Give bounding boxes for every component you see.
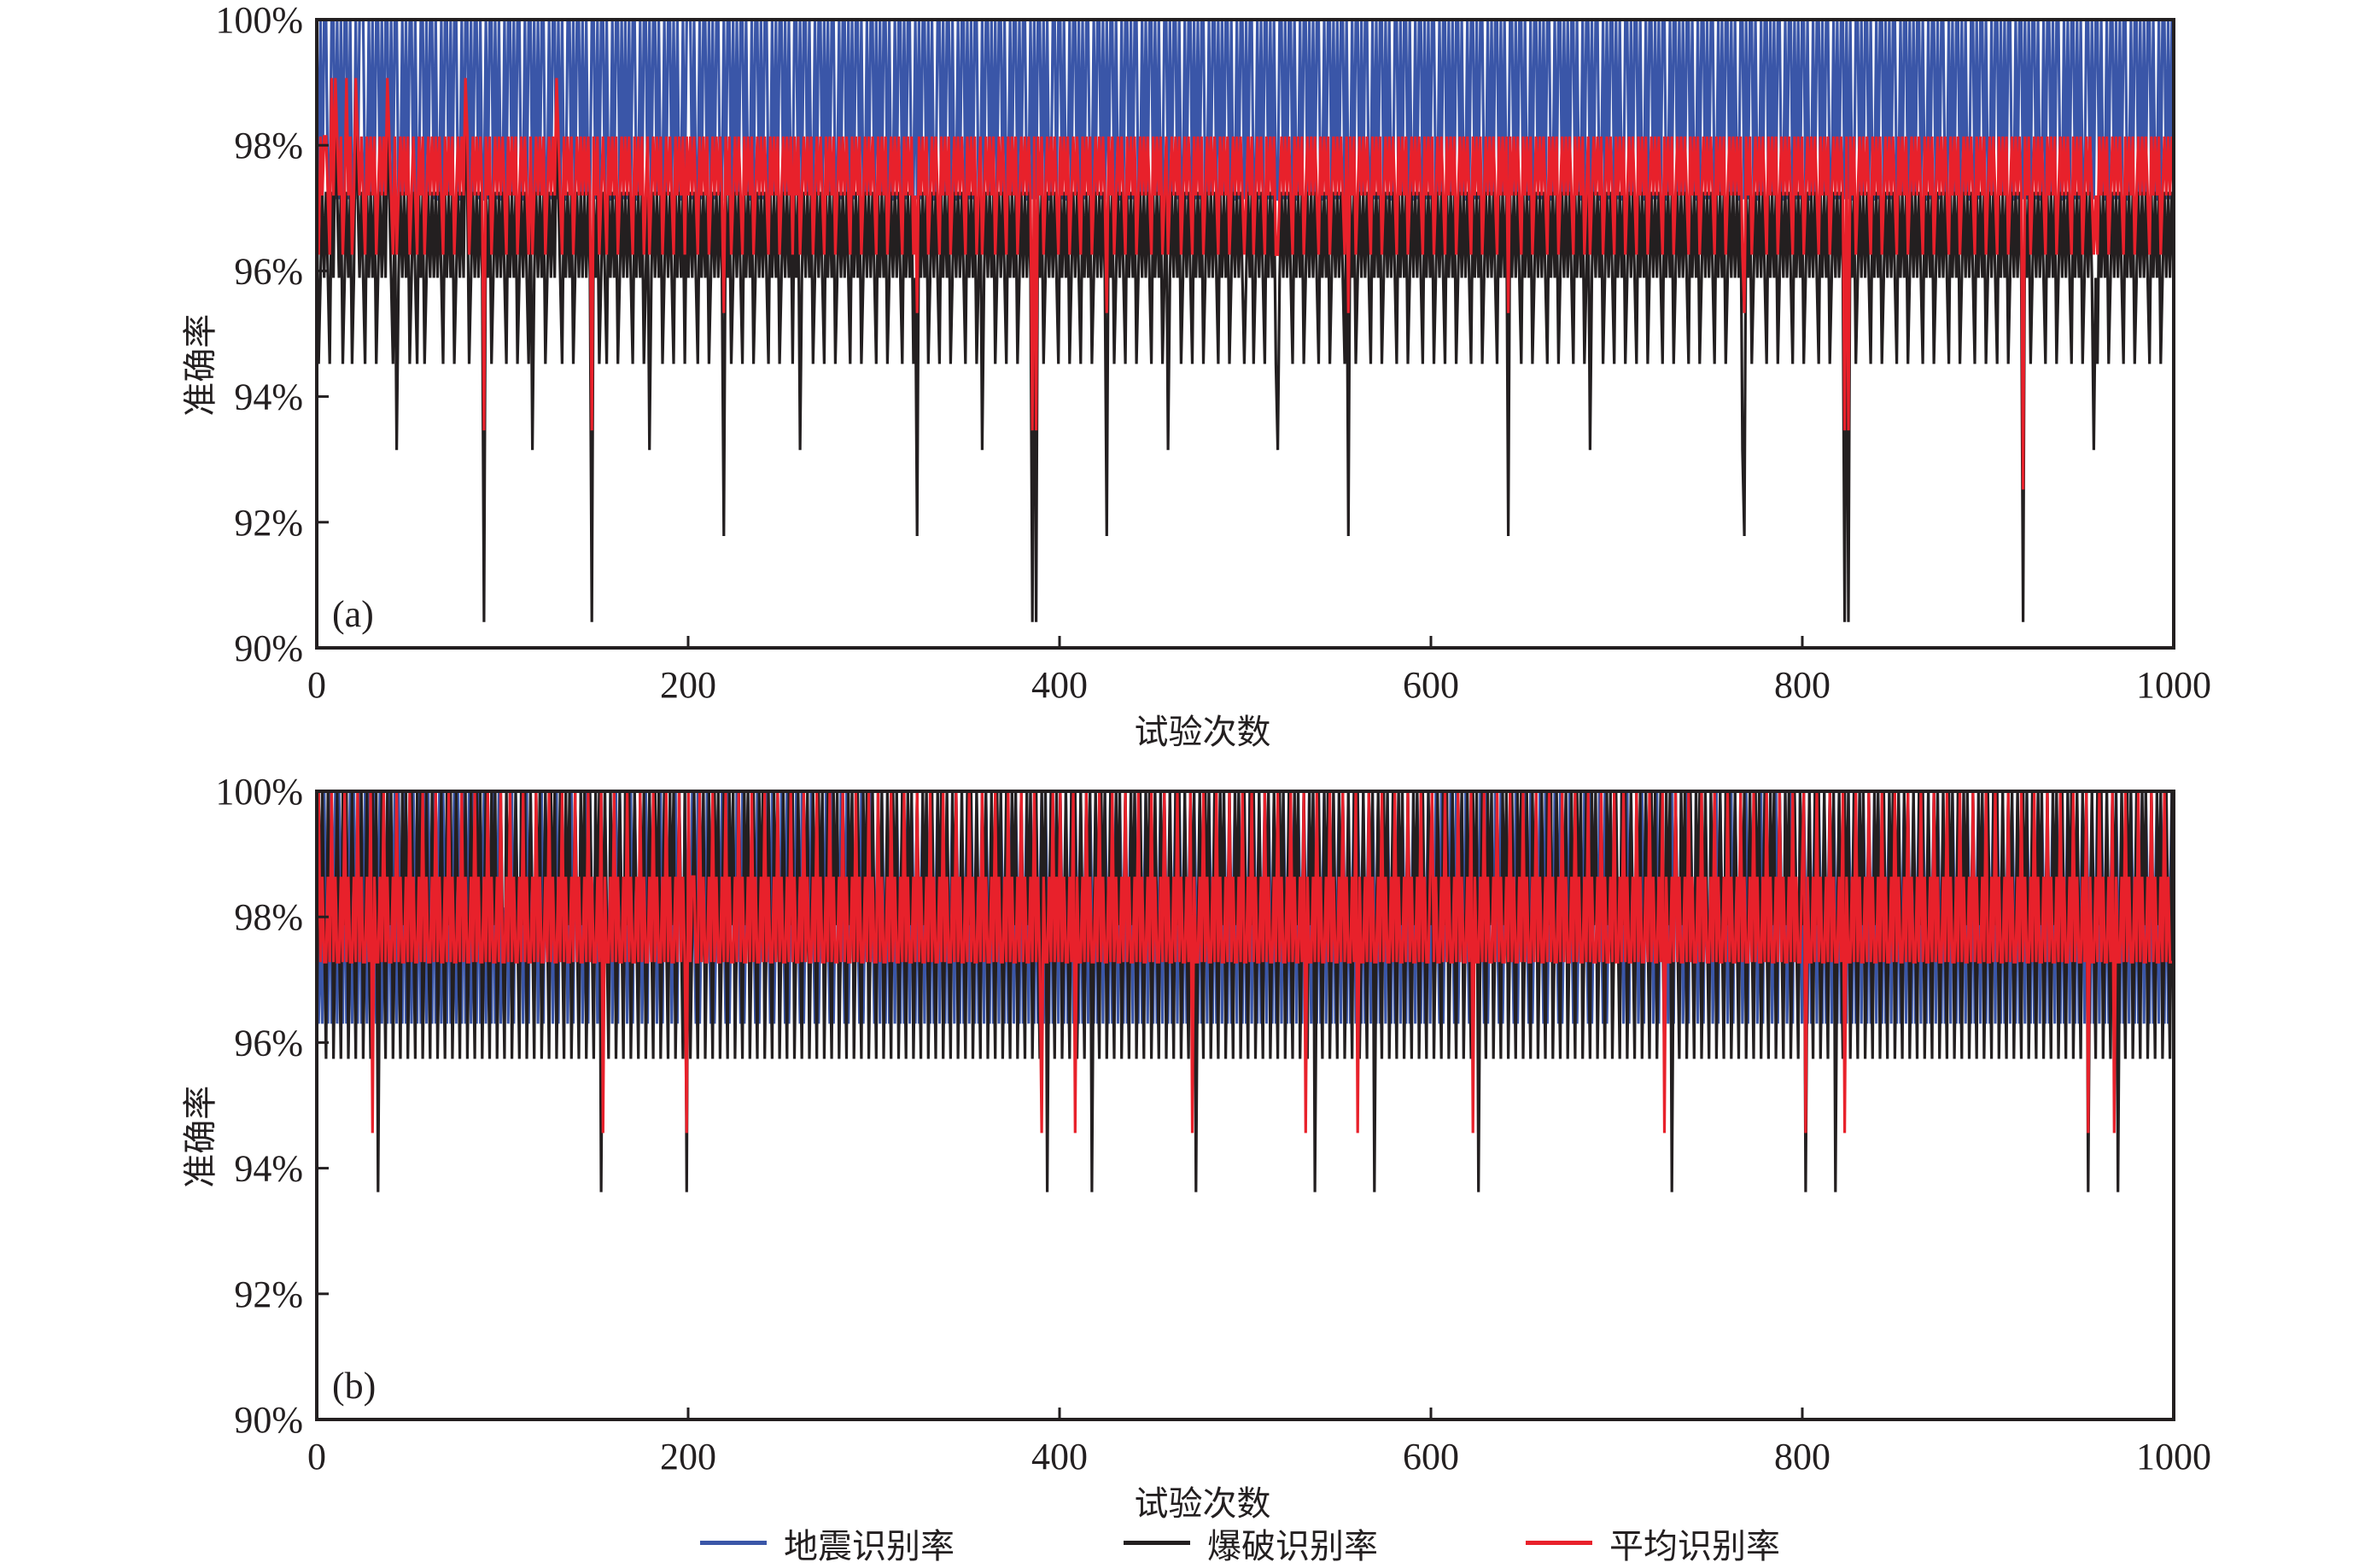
panel-a-series-group xyxy=(315,18,2175,622)
panel-b-y-tick-label: 100% xyxy=(215,771,303,813)
panel-b-x-tick-label: 1000 xyxy=(2136,1436,2211,1478)
panel-b-plot-frame xyxy=(315,790,2175,1421)
legend-item-explosion: 爆破识别率 xyxy=(1124,1521,1378,1566)
panel-a-y-tick-label: 96% xyxy=(234,250,303,292)
panel-a-y-tick-label: 92% xyxy=(234,502,303,544)
legend-swatch-earthquake xyxy=(700,1541,767,1545)
legend: 地震识别率 爆破识别率 平均识别率 xyxy=(0,1521,2353,1566)
legend-item-earthquake: 地震识别率 xyxy=(700,1521,955,1566)
panel-a-x-tick-label: 1000 xyxy=(2136,664,2211,706)
panel-a-label: (a) xyxy=(332,593,374,635)
legend-swatch-explosion xyxy=(1124,1541,1190,1545)
panel-b-y-tick-label: 92% xyxy=(234,1274,303,1315)
panel-a-series-earthquake xyxy=(315,18,2175,201)
panel-a-plot-frame xyxy=(315,18,2175,650)
panel-a-series-average xyxy=(315,78,2175,490)
panel-a-y-tick-label: 94% xyxy=(234,376,303,418)
panel-b-x-tick-label: 600 xyxy=(1403,1436,1459,1478)
panel-a-y-axis-title: 准确率 xyxy=(181,314,220,417)
panel-b-x-tick-label: 200 xyxy=(660,1436,716,1478)
panel-b-y-tick-label: 94% xyxy=(234,1148,303,1190)
legend-swatch-average xyxy=(1526,1541,1592,1545)
panel-a-x-tick-label: 400 xyxy=(1031,664,1088,706)
panel-a-y-tick-label: 90% xyxy=(234,627,303,669)
panel-a: 0 200 400 600 800 1000 90% 92% 94% 96% 98% 100% (a)… xyxy=(181,0,2211,752)
panel-b-ticks: 0 200 400 600 800 1000 90% 92% 94% 96% 98% 100% xyxy=(215,771,2211,1478)
legend-item-average: 平均识别率 xyxy=(1526,1521,1780,1566)
legend-label-earthquake: 地震识别率 xyxy=(784,1526,955,1566)
panel-a-series-explosion xyxy=(315,105,2175,622)
panel-b-y-tick-label: 96% xyxy=(234,1022,303,1064)
panel-a-y-tick-label: 98% xyxy=(234,125,303,166)
panel-b-x-tick-label: 0 xyxy=(307,1436,326,1478)
figure: 0 200 400 600 800 1000 90% 92% 94% 96% 98% 100% (a)… xyxy=(181,0,2211,1521)
panel-b-series-group xyxy=(315,790,2175,1192)
panel-b-x-axis-title: 试验次数 xyxy=(1135,1484,1271,1521)
panel-b-y-tick-label: 90% xyxy=(234,1399,303,1441)
panel-b-series-average xyxy=(315,790,2174,1134)
panel-b-x-tick-label: 800 xyxy=(1774,1436,1830,1478)
panel-a-x-tick-label: 200 xyxy=(660,664,716,706)
panel-a-x-tick-label: 600 xyxy=(1403,664,1459,706)
panel-b-label: (b) xyxy=(332,1365,376,1407)
panel-a-x-axis-title: 试验次数 xyxy=(1135,713,1271,752)
panel-a-ticks: 0 200 400 600 800 1000 90% 92% 94% 96% 98% 100% xyxy=(215,0,2211,706)
panel-b: 0 200 400 600 800 1000 90% 92% 94% 96% 98% 100% (b)… xyxy=(181,771,2211,1521)
panel-b-y-tick-label: 98% xyxy=(234,896,303,938)
panel-b-y-axis-title: 准确率 xyxy=(181,1086,220,1188)
panel-a-y-tick-label: 100% xyxy=(215,0,303,41)
panel-b-x-tick-label: 400 xyxy=(1031,1436,1088,1478)
legend-label-average: 平均识别率 xyxy=(1609,1526,1780,1566)
legend-label-explosion: 爆破识别率 xyxy=(1207,1526,1378,1566)
panel-a-x-tick-label: 800 xyxy=(1774,664,1830,706)
panel-a-x-tick-label: 0 xyxy=(307,664,326,706)
